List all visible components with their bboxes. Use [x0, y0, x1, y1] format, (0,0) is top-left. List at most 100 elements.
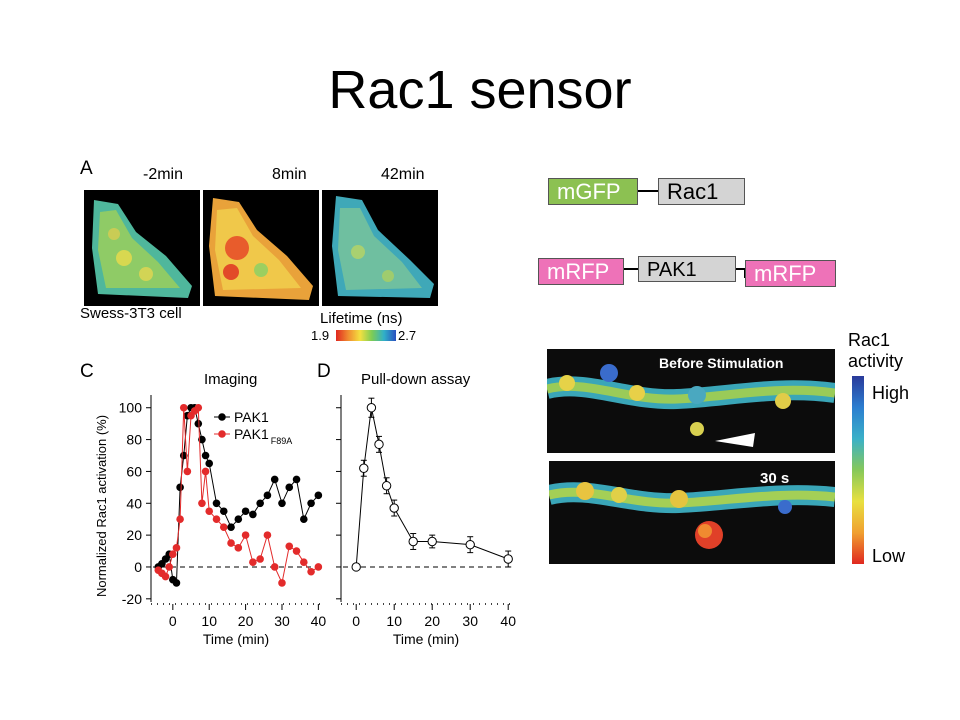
c-y-tick-label: -20 — [122, 591, 142, 607]
colorbar-high-label: High — [872, 383, 910, 403]
c-data-point — [176, 515, 184, 523]
c-data-point — [176, 483, 184, 492]
c-data-point — [219, 507, 228, 516]
c-y-tick-label: 0 — [134, 559, 142, 575]
c-data-point — [179, 403, 188, 412]
c-data-point — [256, 555, 264, 563]
after-30s-label: 30 s — [760, 470, 790, 487]
c-x-tick-label: 20 — [238, 613, 254, 629]
d-x-tick-label: 20 — [424, 613, 440, 629]
activity-colorbar — [852, 376, 864, 564]
c-data-point — [256, 499, 264, 508]
imaging-plot: -20 0 20 40 60 80 100 0 10 20 30 40 Time (min) Normal… — [94, 395, 326, 647]
c-y-label: Normalized Rac1 activation (%) — [94, 415, 109, 597]
mgfp-rac1-linker — [638, 190, 658, 192]
d-x-tick-label: 30 — [462, 613, 478, 629]
c-legend-marker — [218, 413, 226, 421]
c-data-point — [201, 451, 210, 460]
c-data-point — [165, 563, 173, 571]
d-x-label: Time (min) — [393, 631, 459, 647]
c-data-point — [172, 579, 181, 587]
d-data-point — [427, 536, 437, 547]
d-data-point — [359, 463, 369, 473]
d-data-point — [408, 536, 418, 547]
c-data-point — [285, 483, 294, 492]
cell-caption: Swess-3T3 cell — [80, 305, 182, 322]
c-x-tick-label: 10 — [201, 613, 217, 629]
c-data-point — [314, 491, 323, 500]
c-data-point — [314, 563, 323, 571]
c-y-tick-label: 80 — [126, 432, 142, 448]
d-x-tick-label: 0 — [352, 613, 360, 629]
c-data-point — [241, 531, 250, 539]
linker-right — [736, 268, 746, 270]
c-y-tick-label: 20 — [126, 527, 142, 543]
pulldown-plot: 0 10 20 30 40 Time (min) — [336, 395, 516, 647]
c-data-point — [292, 547, 301, 555]
timepoint-3: 42min — [381, 166, 425, 183]
c-data-point — [234, 515, 243, 523]
c-data-point — [227, 523, 235, 531]
c-x-tick-label: 0 — [169, 613, 177, 629]
colorbar-low-label: Low — [872, 546, 906, 566]
c-data-point — [169, 550, 177, 559]
c-data-point — [172, 544, 181, 552]
c-data-point — [201, 467, 210, 476]
c-data-point — [212, 499, 221, 508]
mgfp-box: mGFP — [548, 178, 638, 205]
c-x-tick-label: 30 — [274, 613, 290, 629]
c-x-label: Time (min) — [203, 631, 269, 647]
d-data-point — [503, 554, 513, 564]
c-data-point — [234, 544, 243, 552]
d-data-point — [389, 503, 399, 513]
pak1-box: PAK1 — [638, 256, 736, 282]
c-data-point — [300, 558, 308, 566]
panel-a-label: A — [80, 158, 93, 179]
c-data-point — [183, 467, 192, 476]
c-data-point — [161, 572, 170, 581]
colorbar-title-2: activity — [848, 351, 904, 371]
d-data-point — [381, 481, 392, 491]
c-data-point — [205, 459, 214, 468]
c-data-point — [249, 510, 257, 519]
c-y-tick-label: 60 — [126, 463, 142, 479]
c-legend-label: PAK1 F89A — [234, 426, 292, 446]
rac1-box: Rac1 — [658, 178, 745, 205]
cell-image-8min — [203, 190, 319, 306]
c-data-point — [278, 499, 286, 508]
c-data-point — [292, 475, 301, 484]
d-x-tick-label: 10 — [386, 613, 402, 629]
c-data-point — [194, 419, 203, 428]
cell-image-minus2min — [84, 190, 200, 306]
lifetime-scale-max: 2.7 — [398, 328, 417, 343]
c-data-point — [219, 523, 228, 531]
lifetime-colorbar — [336, 330, 396, 341]
timepoint-2: 8min — [272, 166, 307, 183]
c-data-point — [241, 507, 250, 516]
d-data-point — [366, 403, 377, 413]
panel-c-label: C — [80, 361, 94, 382]
c-data-point — [307, 567, 315, 576]
c-y-tick-label: 40 — [126, 495, 142, 511]
d-x-tick-label: 40 — [500, 613, 516, 629]
mrfp-box-left: mRFP — [538, 258, 624, 285]
panel-d-label: D — [317, 361, 331, 382]
c-legend-label: PAK1 — [234, 409, 269, 425]
c-data-point — [263, 491, 272, 500]
lifetime-scale-min: 1.9 — [311, 328, 330, 343]
dendrite-image-30s — [549, 461, 835, 564]
c-data-point — [278, 579, 286, 587]
panel-c-title: Imaging — [204, 371, 257, 388]
before-stimulation-label: Before Stimulation — [659, 355, 784, 371]
cell-image-42min — [322, 190, 438, 306]
d-data-point — [374, 439, 384, 450]
c-data-point — [285, 542, 294, 551]
linker-left — [624, 268, 638, 270]
c-y-tick-label: 100 — [119, 400, 143, 416]
c-data-point — [263, 531, 272, 539]
lifetime-label: Lifetime (ns) — [320, 310, 403, 327]
colorbar-title-1: Rac1 — [848, 330, 891, 350]
d-data-point — [465, 539, 475, 550]
c-data-point — [249, 558, 257, 566]
